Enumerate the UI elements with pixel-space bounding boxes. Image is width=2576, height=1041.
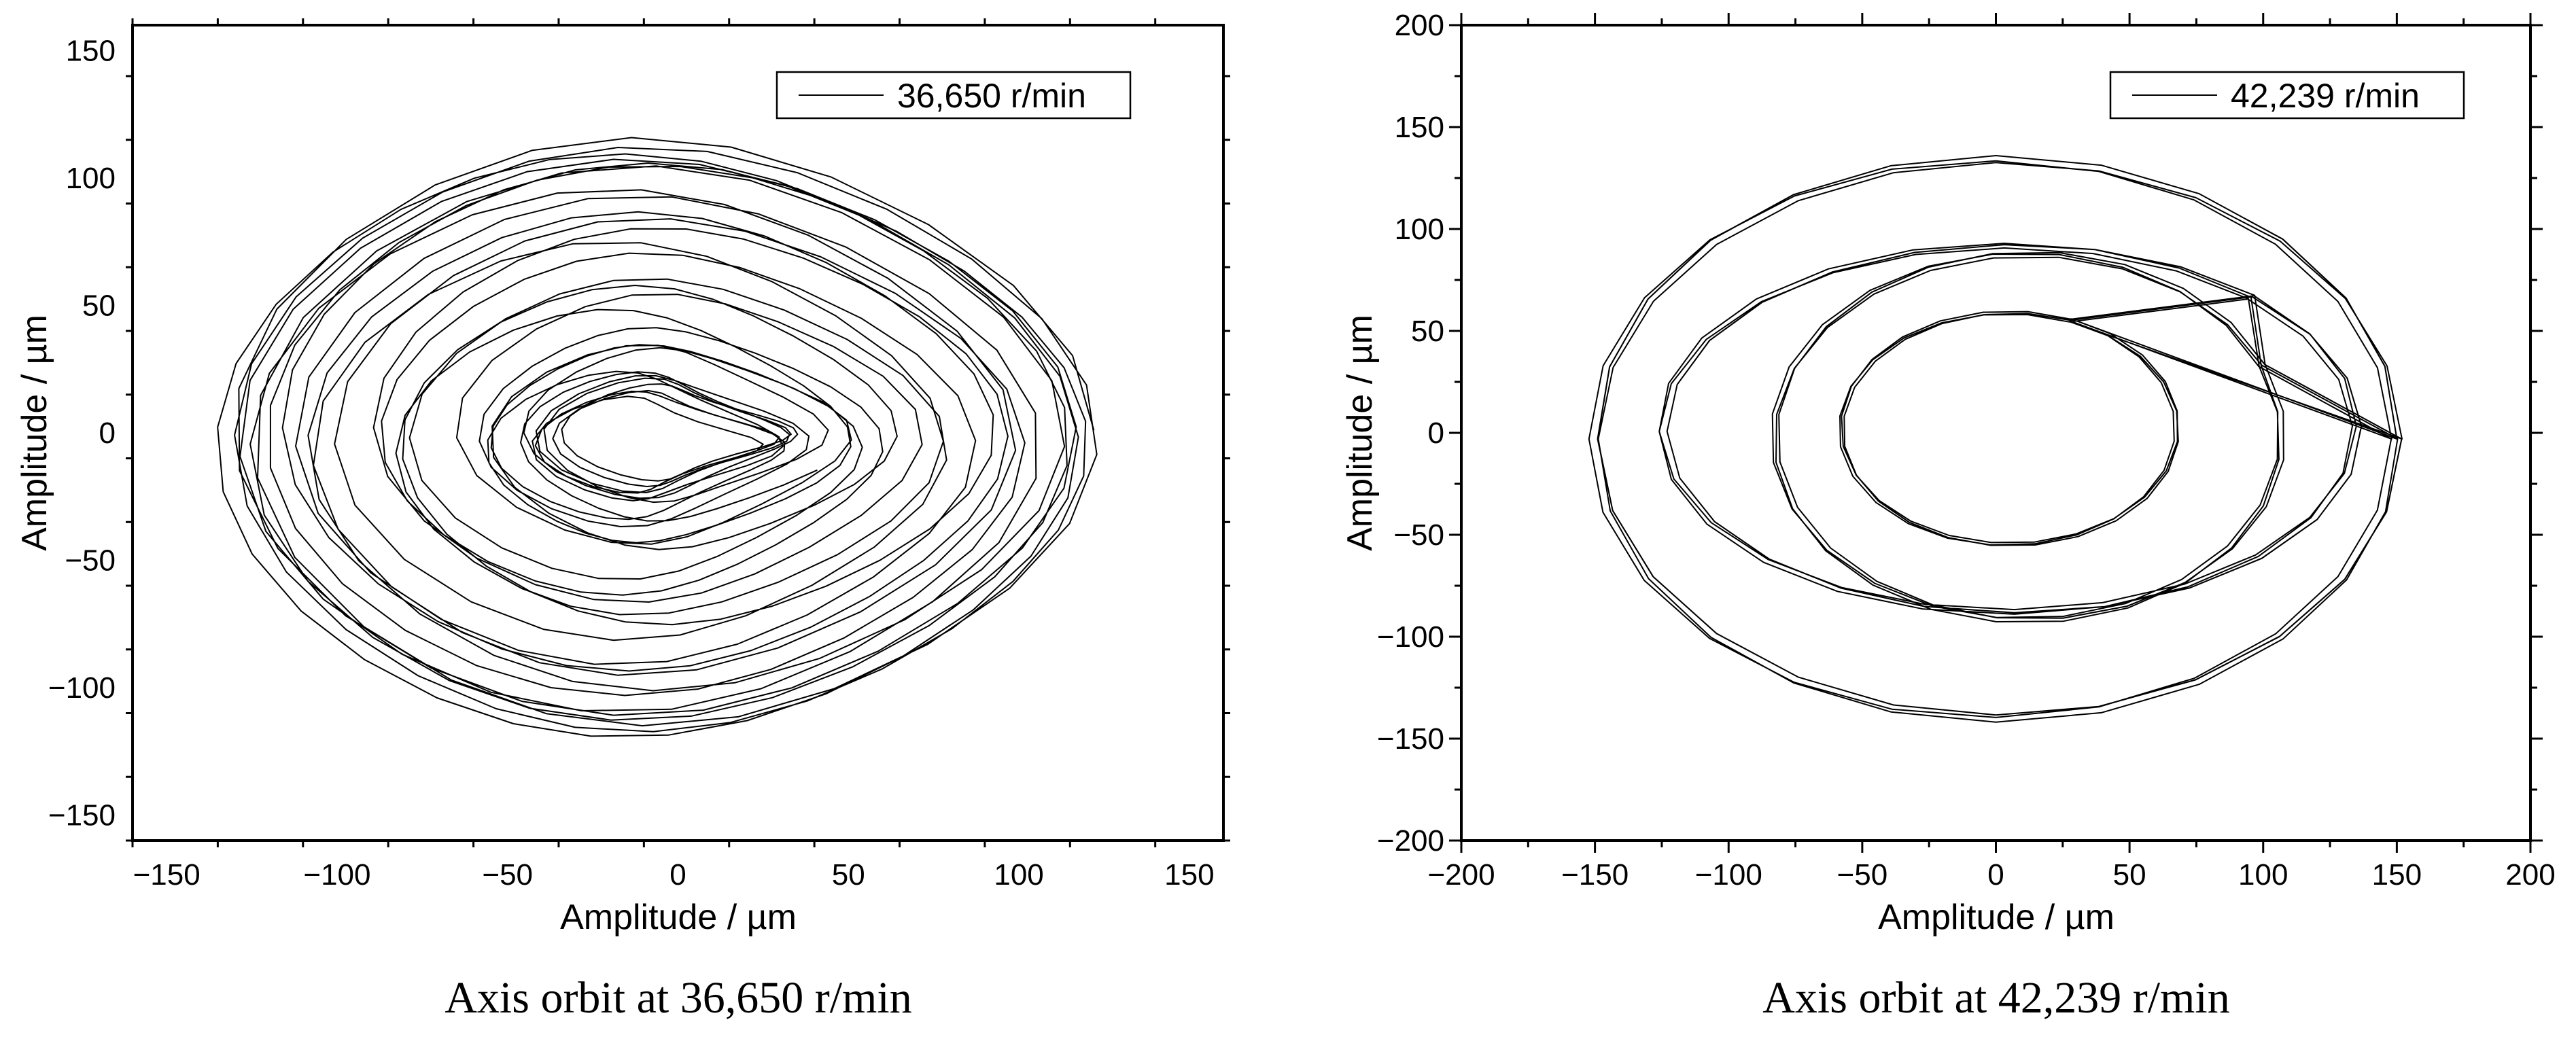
y-tick-label: 100 xyxy=(1395,213,1444,246)
legend-label: 36,650 r/min xyxy=(897,77,1086,115)
x-tick-label: −200 xyxy=(1427,858,1495,892)
x-tick-label: −150 xyxy=(133,858,201,892)
x-tick-label: 100 xyxy=(2238,858,2288,892)
orbit-trace-line xyxy=(1588,155,2403,723)
legend: 42,239 r/min xyxy=(2109,71,2465,120)
x-tick-label: 50 xyxy=(832,858,865,892)
y-tick-label: 100 xyxy=(66,162,116,195)
x-axis-title: Amplitude / µm xyxy=(560,898,797,937)
x-tick-labels: −150 −100 −50 0 50 100 150 xyxy=(133,858,1215,892)
x-tick-label: −150 xyxy=(1561,858,1629,892)
y-tick-label: 0 xyxy=(99,417,116,450)
x-tick-label: 200 xyxy=(2505,858,2555,892)
y-tick-label: 200 xyxy=(1395,9,1444,42)
x-tick-label: 50 xyxy=(2113,858,2146,892)
orbit-trace-line xyxy=(217,137,1098,737)
x-axis-title: Amplitude / µm xyxy=(1878,898,2114,937)
plot-frame xyxy=(131,24,1225,842)
orbit-chart-42239: −200 −150 −100 −50 0 50 100 150 200 −200… xyxy=(1340,9,2556,1023)
y-axis-title: Amplitude / µm xyxy=(1340,315,1380,551)
y-tick-label: 50 xyxy=(1411,315,1444,348)
plot-frame xyxy=(1460,24,2532,842)
axis-ticks xyxy=(126,18,1230,847)
y-tick-labels: −200 −150 −100 −50 0 50 100 150 200 xyxy=(1377,9,1444,858)
y-tick-label: −150 xyxy=(1377,722,1444,756)
x-tick-label: 0 xyxy=(1987,858,2004,892)
y-tick-label: −150 xyxy=(48,799,116,832)
y-tick-label: 0 xyxy=(1428,417,1444,450)
x-tick-label: 0 xyxy=(669,858,686,892)
y-tick-label: 150 xyxy=(66,35,116,68)
orbit-trace-group xyxy=(1588,155,2403,723)
y-tick-label: −200 xyxy=(1377,824,1444,858)
y-tick-label: 150 xyxy=(1395,111,1444,144)
y-tick-label: 50 xyxy=(82,289,116,323)
x-tick-label: −50 xyxy=(1837,858,1888,892)
y-axis-title: Amplitude / µm xyxy=(15,315,54,551)
x-tick-label: −100 xyxy=(303,858,370,892)
y-tick-label: −100 xyxy=(48,671,116,705)
x-tick-label: −50 xyxy=(482,858,533,892)
chart-caption: Axis orbit at 36,650 r/min xyxy=(445,973,911,1023)
x-tick-label: 150 xyxy=(2372,858,2422,892)
axis-ticks xyxy=(1449,13,2543,853)
chart-caption: Axis orbit at 42,239 r/min xyxy=(1762,973,2229,1023)
orbit-trace-group xyxy=(217,137,1098,737)
y-tick-labels: −150 −100 −50 0 50 100 150 xyxy=(48,35,116,832)
x-tick-labels: −200 −150 −100 −50 0 50 100 150 200 xyxy=(1427,858,2555,892)
y-tick-label: −50 xyxy=(65,544,116,578)
x-tick-label: −100 xyxy=(1695,858,1762,892)
y-tick-label: −50 xyxy=(1393,518,1444,552)
x-tick-label: 150 xyxy=(1164,858,1214,892)
x-tick-label: 100 xyxy=(994,858,1043,892)
y-tick-label: −100 xyxy=(1377,620,1444,654)
orbit-chart-36650: −150 −100 −50 0 50 100 150 −150 −100 −50… xyxy=(15,18,1230,1023)
legend: 36,650 r/min xyxy=(776,71,1132,120)
legend-label: 42,239 r/min xyxy=(2231,77,2420,115)
